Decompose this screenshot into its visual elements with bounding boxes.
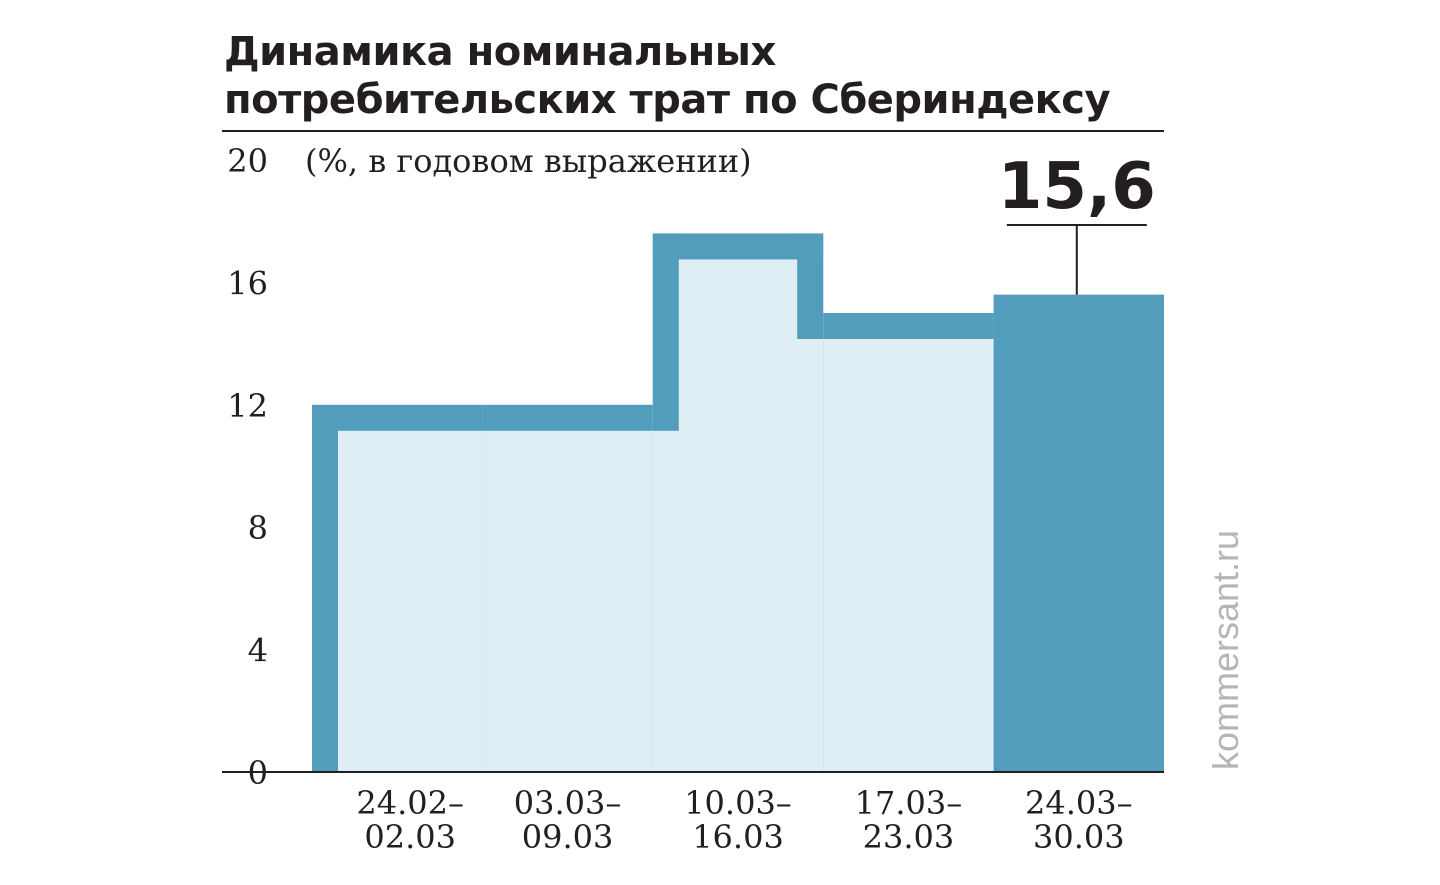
bar-highlight: [993, 294, 1164, 772]
chart-title: Динамика номинальных потребительских тра…: [224, 28, 1184, 124]
bar-1: [482, 430, 653, 772]
bar-3: [823, 339, 994, 772]
x-category-label: 03.03– 09.03: [514, 784, 622, 856]
x-category-line: 24.02–: [356, 784, 464, 822]
x-category-label: 10.03– 16.03: [684, 784, 792, 856]
x-category-line: 23.03: [863, 818, 955, 856]
highlight-callout: 15,6: [998, 150, 1156, 295]
x-category-line: 03.03–: [514, 784, 622, 822]
chart-title-line-1: Динамика номинальных: [224, 29, 776, 75]
x-category-line: 10.03–: [684, 784, 792, 822]
x-category-line: 24.03–: [1025, 784, 1133, 822]
x-category-label: 24.02– 02.03: [356, 784, 464, 856]
x-category-line: 16.03: [692, 818, 784, 856]
bars-layer: [312, 233, 1164, 772]
title-rule: [222, 130, 1164, 132]
y-tick-label: 20: [227, 142, 268, 180]
unit-label: (%, в годовом выражении): [305, 142, 752, 180]
bar-2: [652, 259, 824, 772]
x-category-label: 17.03– 23.03: [855, 784, 963, 856]
bar-riser-2: [797, 233, 824, 339]
x-category-line: 02.03: [364, 818, 456, 856]
chart-title-line-2: потребительских трат по Сбериндексу: [224, 77, 1111, 123]
y-tick-label: 16: [227, 264, 268, 302]
x-category-line: 17.03–: [855, 784, 963, 822]
callout-value: 15,6: [998, 150, 1156, 224]
bar-riser-1: [652, 233, 679, 431]
x-category-line: 30.03: [1033, 818, 1125, 856]
y-tick-label: 8: [248, 509, 268, 547]
y-tick-label: 4: [248, 632, 268, 670]
y-tick-label: 12: [227, 387, 268, 425]
bar-0: [338, 430, 483, 772]
x-category-line: 09.03: [522, 818, 614, 856]
source-credit: kommersant.ru: [1205, 529, 1246, 770]
x-category-label: 24.03– 30.03: [1025, 784, 1133, 856]
